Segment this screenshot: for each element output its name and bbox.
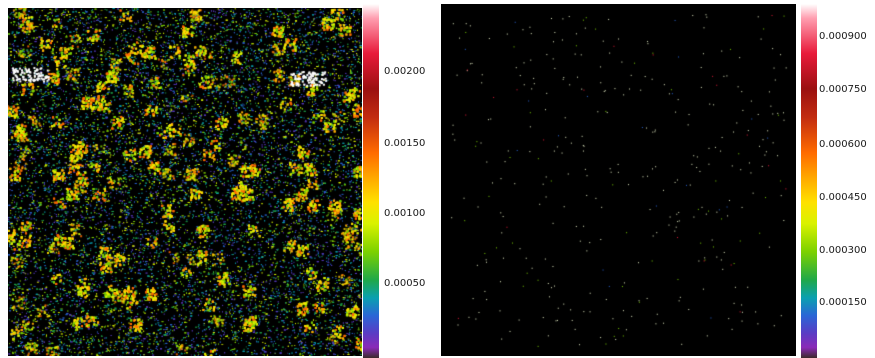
right-colorbar-tick: 0.000600 [819, 139, 867, 150]
left-colorbar-tick: 0.00150 [384, 138, 426, 149]
left-density-canvas [8, 8, 362, 356]
left-density-map [8, 8, 362, 356]
left-colorbar-tick: 0.00200 [384, 66, 426, 77]
right-colorbar-tick: 0.000450 [819, 192, 867, 203]
right-density-map [441, 4, 796, 356]
left-colorbar [363, 4, 379, 358]
left-colorbar-tick: 0.00100 [384, 208, 426, 219]
right-colorbar-tick: 0.000150 [819, 297, 867, 308]
right-density-canvas [441, 4, 796, 356]
right-colorbar [801, 4, 817, 358]
right-colorbar-tick: 0.000300 [819, 245, 867, 256]
right-colorbar-tick: 0.000750 [819, 84, 867, 95]
right-colorbar-tick: 0.000900 [819, 31, 867, 42]
left-colorbar-tick: 0.00050 [384, 278, 426, 289]
